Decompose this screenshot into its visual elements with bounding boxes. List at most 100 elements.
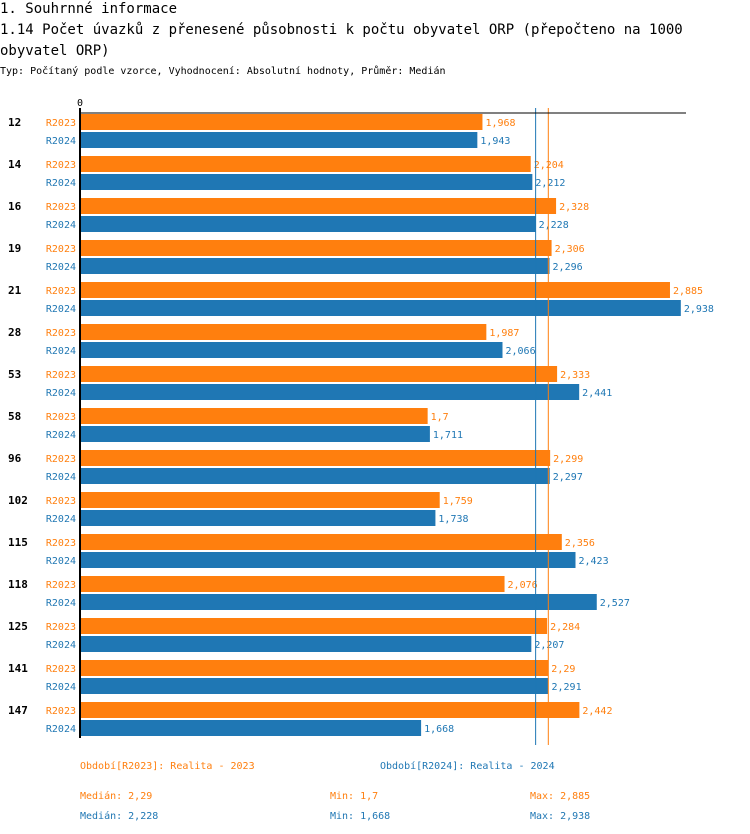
series-label: R2024 (46, 598, 76, 609)
data-label: 2,938 (684, 304, 714, 315)
data-label: 2,442 (582, 706, 612, 717)
bar-r2023 (80, 156, 531, 172)
bar-r2024 (80, 468, 550, 484)
data-label: 1,668 (424, 724, 454, 735)
bar-r2023 (80, 576, 505, 592)
stat-max-r2024: Max: 2,938 (530, 811, 591, 822)
data-label: 2,296 (553, 262, 583, 273)
series-label: R2023 (46, 328, 76, 339)
series-label: R2023 (46, 664, 76, 675)
data-label: 2,228 (539, 220, 569, 231)
category-label: 141 (8, 662, 28, 675)
bar-r2023 (80, 324, 487, 340)
data-label: 1,987 (489, 328, 519, 339)
series-label: R2024 (46, 682, 76, 693)
series-label: R2024 (46, 430, 76, 441)
category-label: 118 (8, 578, 28, 591)
series-label: R2023 (46, 118, 76, 129)
stat-min-r2024: Min: 1,668 (330, 811, 391, 822)
data-label: 2,356 (565, 538, 595, 549)
category-label: 125 (8, 620, 28, 633)
bar-r2023 (80, 198, 557, 214)
bar-r2024 (80, 300, 681, 316)
chart-subtitle: Typ: Počítaný podle vzorce, Vyhodnocení:… (0, 66, 446, 77)
series-label: R2023 (46, 202, 76, 213)
series-label: R2024 (46, 724, 76, 735)
series-label: R2024 (46, 262, 76, 273)
bar-r2023 (80, 282, 670, 298)
data-label: 2,306 (555, 244, 585, 255)
bar-r2024 (80, 594, 597, 610)
bar-r2023 (80, 660, 549, 676)
category-label: 16 (8, 200, 22, 213)
data-label: 2,076 (508, 580, 538, 591)
series-label: R2024 (46, 640, 76, 651)
bar-r2023 (80, 450, 551, 466)
category-label: 19 (8, 242, 21, 255)
stat-min-r2023: Min: 1,7 (330, 791, 379, 802)
data-label: 2,284 (550, 622, 580, 633)
legend-r2024: Období[R2024]: Realita - 2024 (380, 761, 555, 772)
bar-r2024 (80, 426, 430, 442)
category-label: 147 (8, 704, 28, 717)
data-label: 2,066 (505, 346, 535, 357)
bar-r2024 (80, 174, 533, 190)
category-label: 21 (8, 284, 22, 297)
category-label: 96 (8, 452, 22, 465)
bar-r2024 (80, 258, 550, 274)
data-label: 2,207 (534, 640, 564, 651)
bar-r2023 (80, 618, 548, 634)
x-tick-label: 0 (77, 98, 83, 109)
bar-r2024 (80, 132, 478, 148)
bar-r2024 (80, 384, 580, 400)
bar-r2023 (80, 366, 558, 382)
series-label: R2024 (46, 220, 76, 231)
bar-r2023 (80, 114, 483, 130)
series-label: R2023 (46, 496, 76, 507)
data-label: 2,297 (553, 472, 583, 483)
category-label: 14 (8, 158, 22, 171)
series-label: R2024 (46, 304, 76, 315)
bar-r2023 (80, 492, 440, 508)
bar-r2024 (80, 636, 532, 652)
series-label: R2023 (46, 244, 76, 255)
data-label: 2,333 (560, 370, 590, 381)
bar-r2024 (80, 342, 503, 358)
series-label: R2023 (46, 580, 76, 591)
stat-max-r2023: Max: 2,885 (530, 791, 591, 802)
series-label: R2024 (46, 514, 76, 525)
data-label: 2,441 (582, 388, 612, 399)
series-label: R2023 (46, 454, 76, 465)
bar-r2023 (80, 702, 580, 718)
data-label: 1,759 (443, 496, 473, 507)
data-label: 2,885 (673, 286, 703, 297)
data-label: 1,7 (431, 412, 449, 423)
stat-median-r2023: Medián: 2,29 (80, 791, 153, 802)
series-label: R2023 (46, 412, 76, 423)
legend-r2023: Období[R2023]: Realita - 2023 (80, 761, 255, 772)
series-label: R2023 (46, 286, 76, 297)
series-label: R2023 (46, 160, 76, 171)
category-label: 28 (8, 326, 21, 339)
series-label: R2023 (46, 370, 76, 381)
data-label: 2,291 (552, 682, 582, 693)
data-label: 1,711 (433, 430, 463, 441)
data-label: 2,29 (551, 664, 575, 675)
bar-r2024 (80, 552, 576, 568)
data-label: 2,299 (553, 454, 583, 465)
category-label: 12 (8, 116, 21, 129)
data-label: 2,212 (535, 178, 565, 189)
series-label: R2024 (46, 136, 76, 147)
category-label: 115 (8, 536, 28, 549)
series-label: R2023 (46, 706, 76, 717)
data-label: 2,527 (600, 598, 630, 609)
series-label: R2023 (46, 622, 76, 633)
series-label: R2024 (46, 346, 76, 357)
data-label: 2,423 (579, 556, 609, 567)
bar-r2023 (80, 408, 428, 424)
category-label: 102 (8, 494, 28, 507)
data-label: 1,943 (480, 136, 510, 147)
bar-r2023 (80, 534, 562, 550)
data-label: 2,328 (559, 202, 589, 213)
